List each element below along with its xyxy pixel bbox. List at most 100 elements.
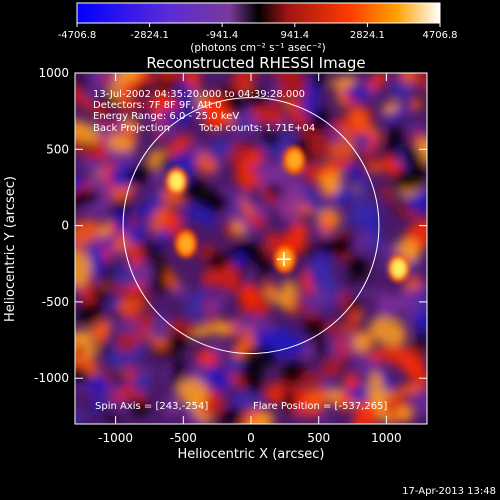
hot-spot-core [287, 150, 302, 169]
heatmap-cell [377, 290, 392, 319]
heatmap-cell [396, 204, 419, 220]
heatmap-cell [413, 73, 427, 92]
x-axis-label: Heliocentric X (arcsec) [178, 447, 325, 462]
heatmap-cell [75, 409, 86, 423]
heatmap-cell [183, 204, 218, 225]
heatmap-cell [128, 396, 150, 416]
heatmap-cell [362, 80, 377, 98]
heatmap-cell [241, 346, 277, 368]
heatmap-cell [353, 332, 374, 353]
annotation-total-counts: Total counts: 1.71E+04 [198, 123, 315, 134]
y-tick-label: 1000 [38, 66, 69, 80]
annotation-detectors: Detectors: 7F 8F 9F, Att 0 [93, 100, 221, 111]
heatmap-cell [240, 362, 263, 389]
heatmap-cell [281, 279, 297, 302]
annotation-method: Back Projection [93, 123, 170, 134]
heatmap-field [75, 73, 427, 424]
heatmap-cell [116, 98, 149, 115]
heatmap-cell [276, 132, 296, 149]
heatmap-cell [122, 119, 136, 131]
heatmap-cell [303, 79, 318, 120]
heatmap-cell [207, 137, 233, 161]
colorbar-tick-label: -941.4 [206, 30, 238, 41]
heatmap-cell [279, 175, 306, 215]
heatmap-cell [390, 79, 413, 102]
heatmap-cell [411, 388, 427, 415]
heatmap-cell [164, 319, 197, 335]
heatmap-cell [75, 85, 97, 112]
heatmap-cell [402, 142, 427, 179]
heatmap-cell [96, 319, 108, 347]
colorbar-tick-label: 941.4 [280, 30, 309, 41]
heatmap-cell [89, 244, 104, 279]
x-tick-label: -500 [170, 431, 197, 445]
heatmap-cell [410, 98, 422, 111]
heatmap-cell [330, 117, 345, 137]
heatmap-cell [281, 361, 306, 384]
heatmap-cell [169, 357, 184, 389]
heatmap-cell [75, 342, 85, 358]
heatmap-cell [108, 186, 136, 201]
heatmap-cell [80, 289, 95, 305]
heatmap-cell [210, 343, 224, 358]
heatmap-cell [108, 317, 143, 336]
heatmap-cell [177, 378, 209, 408]
heatmap-cell [240, 315, 277, 333]
chart-title: Reconstructed RHESSI Image [146, 54, 365, 72]
heatmap-cell [319, 356, 345, 379]
heatmap-cell [352, 399, 378, 424]
x-tick-label: 500 [307, 431, 330, 445]
heatmap-cell [330, 75, 358, 89]
heatmap-cell [312, 337, 328, 358]
heatmap-cell [147, 189, 164, 206]
y-tick-label: -1000 [34, 371, 69, 385]
heatmap-cell [395, 405, 413, 422]
annotation-time-range: 13-Jul-2002 04:35:20.000 to 04:39:28.000 [93, 89, 305, 100]
heatmap-cell [77, 301, 103, 325]
heatmap-cell [344, 287, 380, 297]
y-tick-label: -500 [42, 295, 69, 309]
heatmap-blobs [75, 73, 427, 424]
footer-timestamp: 17-Apr-2013 13:48 [402, 486, 496, 497]
annotation-energy-range: Energy Range: 6.0 - 25.0 keV [93, 111, 239, 122]
spin-axis-label: Spin Axis = [243,-254] [95, 401, 208, 412]
hot-spot-core [391, 259, 406, 278]
heatmap-cell [92, 139, 108, 163]
heatmap-cell [200, 92, 228, 131]
heatmap-cell [278, 74, 307, 104]
heatmap-cell [262, 286, 295, 310]
heatmap-cell [382, 107, 412, 122]
heatmap-cell [75, 135, 102, 161]
heatmap-cell [308, 136, 332, 159]
heatmap-cell [397, 347, 425, 376]
colorbar-tick-label: 4706.8 [423, 30, 458, 41]
hot-spot-core [169, 172, 184, 191]
heatmap-cell [159, 109, 191, 124]
hot-spots [165, 145, 410, 283]
y-tick-label: 500 [46, 142, 69, 156]
heatmap-cell [286, 335, 306, 354]
heatmap-cell [408, 121, 424, 135]
x-tick-label: 0 [247, 431, 255, 445]
heatmap-cell [262, 281, 276, 293]
heatmap-cell [402, 189, 427, 214]
heatmap-cell [126, 162, 154, 185]
heatmap-cell [402, 289, 422, 323]
heatmap-cell [348, 182, 371, 203]
heatmap-cell [164, 396, 179, 418]
heatmap-cell [265, 230, 280, 258]
heatmap-cell [217, 406, 241, 424]
y-tick-label: 0 [61, 219, 69, 233]
heatmap-cell [157, 73, 182, 83]
colorbar-tick-label: -2824.1 [130, 30, 169, 41]
heatmap-cell [321, 212, 335, 235]
heatmap-cell [91, 375, 105, 416]
heatmap-cell [105, 351, 126, 367]
heatmap-cell [242, 284, 259, 307]
heatmap-cell [368, 316, 407, 347]
heatmap-cell [413, 310, 427, 332]
heatmap-cell [163, 211, 183, 236]
x-tick-label: 1000 [371, 431, 402, 445]
heatmap-cell [108, 164, 136, 189]
heatmap-cell [75, 251, 91, 288]
